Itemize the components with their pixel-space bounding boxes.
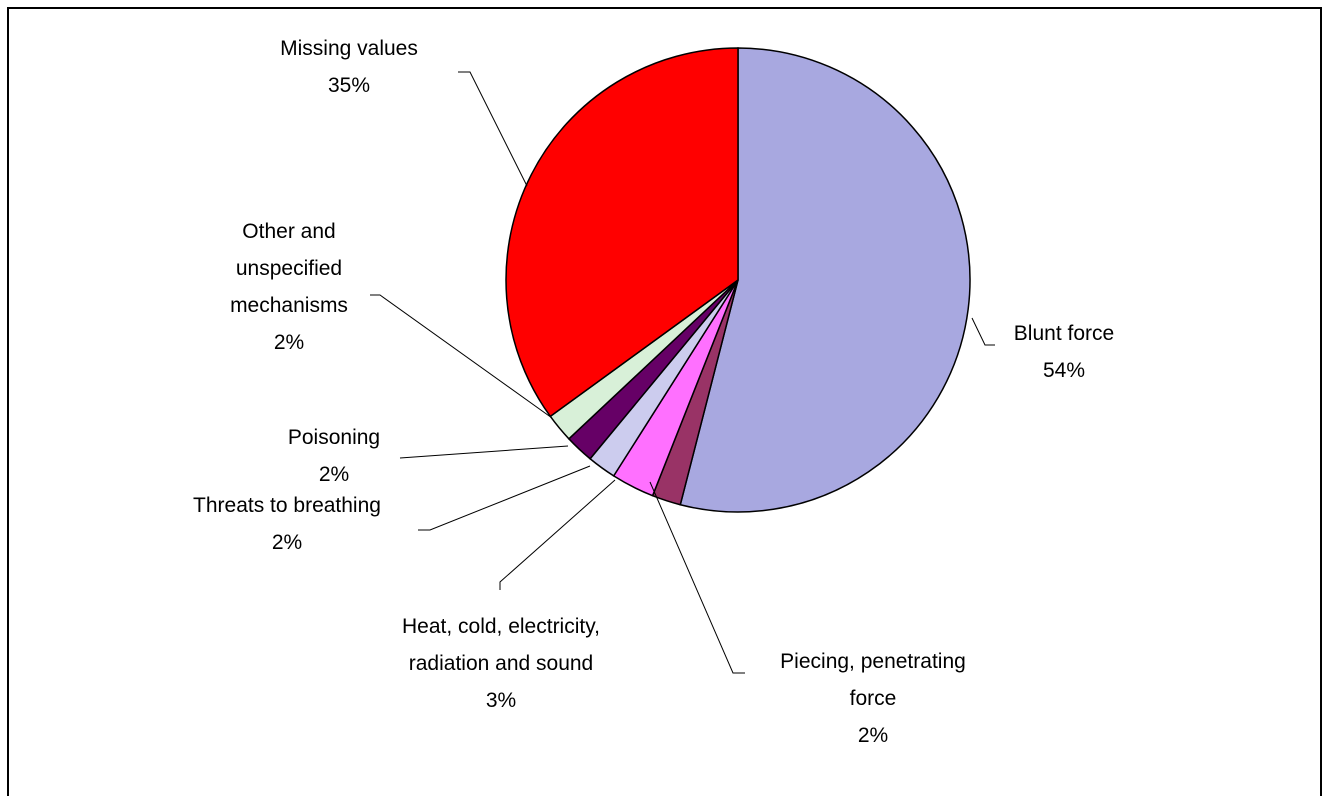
category-label: Heat, cold, electricity, radiation and s… — [401, 615, 600, 675]
leader-line — [370, 294, 553, 419]
slice-label: Blunt force 54% — [984, 315, 1144, 389]
value-label: 2% — [271, 531, 303, 554]
category-label: Missing values — [280, 37, 418, 60]
leader-line — [458, 71, 528, 187]
category-label: Blunt force — [1013, 322, 1115, 345]
pie-slice — [505, 47, 739, 418]
leader-line — [499, 479, 616, 590]
value-label: 2% — [318, 463, 350, 486]
leader-line — [418, 465, 591, 531]
pie-slice — [679, 47, 971, 513]
slice-label: Poisoning 2% — [254, 419, 414, 493]
leader-line — [399, 445, 569, 459]
slice-label: Missing values 35% — [249, 30, 449, 104]
slice-label: Piecing, penetrating force 2% — [766, 643, 981, 754]
value-label: 2% — [857, 724, 889, 747]
chart-border — [7, 7, 1322, 796]
category-label: Poisoning — [287, 426, 381, 449]
slice-label: Threats to breathing 2% — [157, 487, 417, 561]
leader-line — [649, 481, 745, 674]
value-label: 54% — [1042, 359, 1086, 382]
value-label: 2% — [273, 331, 305, 354]
category-label: Other and unspecified mechanisms — [230, 220, 348, 317]
value-label: 3% — [485, 689, 517, 712]
category-label: Threats to breathing — [193, 494, 381, 517]
slice-label: Other and unspecified mechanisms 2% — [224, 213, 354, 361]
slice-label: Heat, cold, electricity, radiation and s… — [396, 608, 606, 719]
category-label: Piecing, penetrating force — [780, 650, 966, 710]
leader-line — [971, 317, 995, 346]
value-label: 35% — [327, 74, 371, 97]
